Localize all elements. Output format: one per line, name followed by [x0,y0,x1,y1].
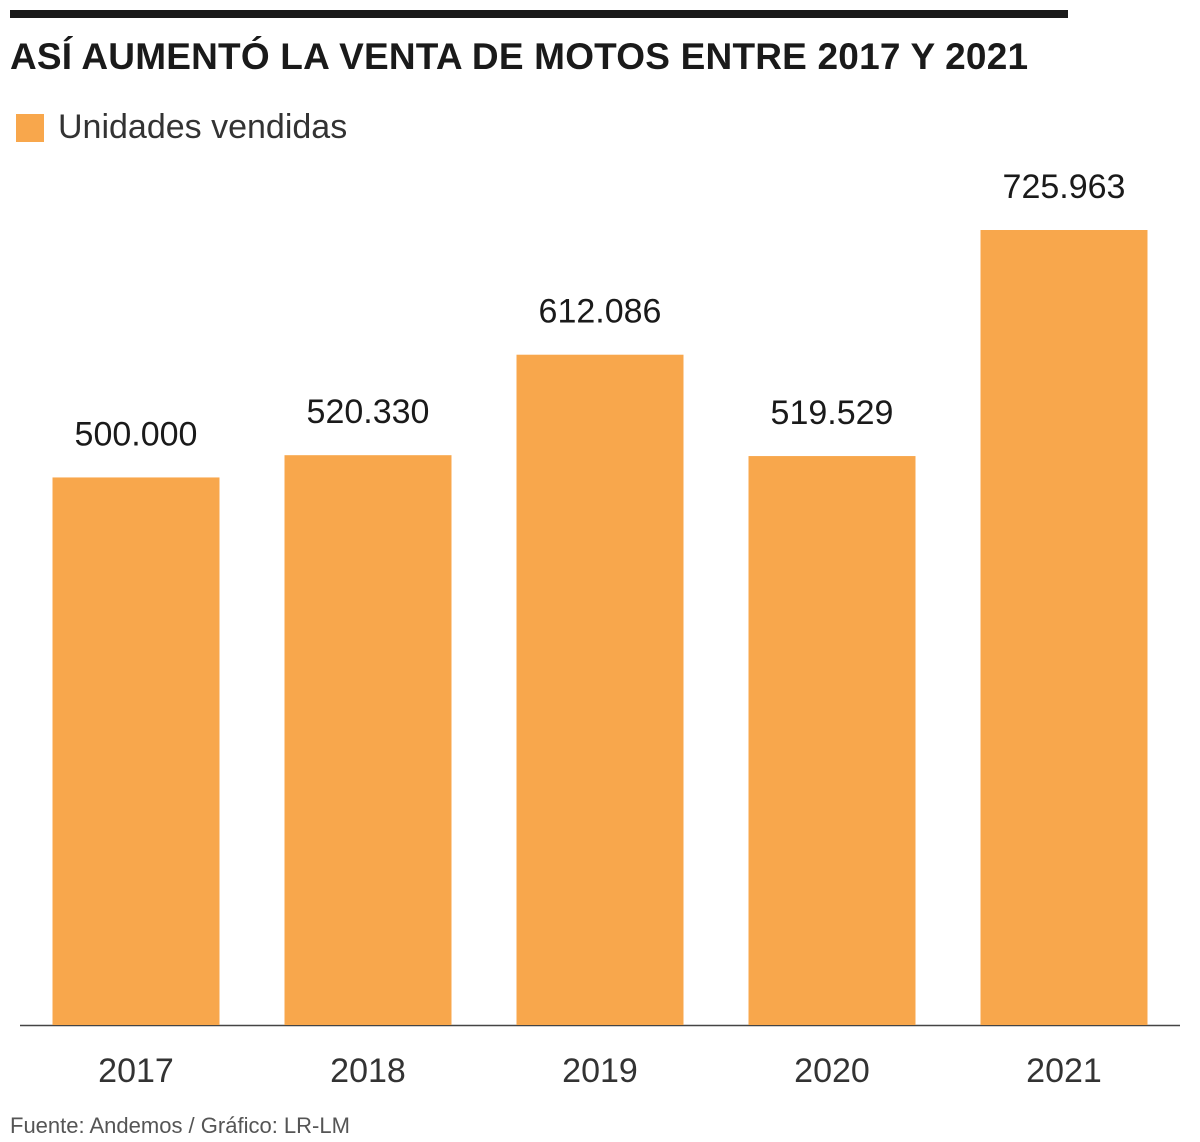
source-note: Fuente: Andemos / Gráfico: LR-LM [10,1113,350,1138]
bar-2019 [516,354,684,1025]
value-label-2017: 500.000 [75,415,198,453]
bar-2018 [284,455,452,1025]
value-label-2020: 519.529 [771,394,894,432]
chart-title: ASÍ AUMENTÓ LA VENTA DE MOTOS ENTRE 2017… [10,36,1029,77]
bar-2017 [52,477,220,1026]
legend-label: Unidades vendidas [58,108,348,146]
top-rule [10,10,1068,18]
value-label-2018: 520.330 [307,393,430,431]
x-tick-label-2018: 2018 [330,1052,406,1090]
value-label-2019: 612.086 [539,293,662,331]
x-tick-label-2021: 2021 [1026,1052,1102,1090]
x-tick-label-2019: 2019 [562,1052,638,1090]
legend: Unidades vendidas [16,108,347,147]
x-tick-label-2020: 2020 [794,1052,870,1090]
value-label-2021: 725.963 [1003,168,1126,206]
legend-swatch [16,113,44,142]
bar-2020 [748,456,916,1025]
bar-2021 [980,230,1148,1025]
x-tick-label-2017: 2017 [98,1052,174,1090]
